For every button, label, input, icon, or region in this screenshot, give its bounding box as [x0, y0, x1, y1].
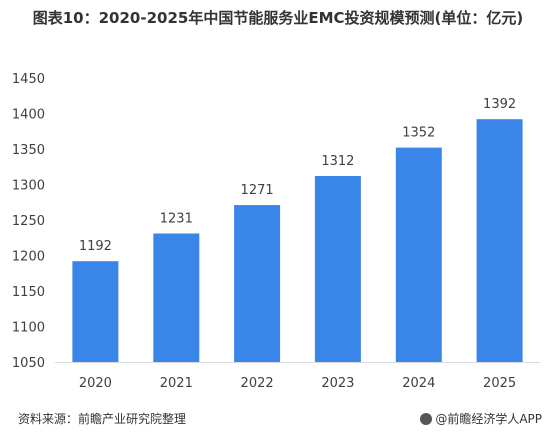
x-tick-label: 2021 — [160, 376, 193, 391]
bar — [314, 176, 361, 362]
y-tick-label: 1350 — [12, 143, 45, 158]
chart-title: 图表10：2020-2025年中国节能服务业EMC投资规模预测(单位：亿元) — [32, 9, 524, 27]
x-tick-label: 2024 — [402, 376, 435, 391]
y-tick-label: 1200 — [12, 250, 45, 265]
brand-credit: @前瞻经济学人APP — [420, 410, 542, 427]
bars — [72, 119, 523, 362]
bar — [395, 147, 442, 362]
x-axis: 2020 2021 2022 2023 2024 2025 — [79, 376, 516, 391]
x-tick-label: 2025 — [483, 376, 516, 391]
y-tick-label: 1400 — [12, 108, 45, 123]
x-tick-label: 2020 — [79, 376, 112, 391]
bar — [153, 233, 200, 362]
x-tick-label: 2022 — [241, 376, 274, 391]
y-tick-label: 1250 — [12, 214, 45, 229]
source-note: 资料来源：前瞻产业研究院整理 — [18, 412, 187, 426]
brand-logo-icon — [420, 413, 433, 425]
y-tick-label: 1150 — [12, 285, 45, 300]
y-tick-label: 1050 — [12, 356, 45, 371]
data-label: 1312 — [321, 154, 354, 169]
y-tick-label: 1450 — [12, 72, 45, 87]
data-label: 1392 — [483, 97, 516, 112]
data-label: 1192 — [79, 239, 112, 254]
bar — [234, 205, 281, 362]
x-tick-label: 2023 — [321, 376, 354, 391]
data-label: 1231 — [160, 212, 193, 227]
y-axis: 1050 1100 1150 1200 1250 1300 1350 1400 1450 — [12, 72, 45, 371]
bar — [476, 119, 523, 362]
brand-text: @前瞻经济学人APP — [435, 412, 542, 426]
bar — [72, 261, 119, 362]
data-label: 1271 — [241, 183, 274, 198]
y-tick-label: 1300 — [12, 179, 45, 194]
y-tick-label: 1100 — [12, 321, 45, 336]
value-labels: 1192 1231 1271 1312 1352 1392 — [79, 97, 516, 254]
data-label: 1352 — [402, 126, 435, 141]
